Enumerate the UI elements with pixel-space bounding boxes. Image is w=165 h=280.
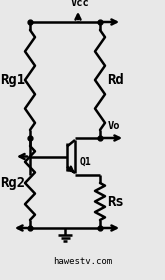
Text: Rd: Rd (108, 73, 124, 87)
Text: Q1: Q1 (80, 157, 92, 167)
Text: hawestv.com: hawestv.com (53, 258, 113, 267)
Text: Vo: Vo (108, 121, 120, 131)
Text: Vcc: Vcc (71, 0, 89, 8)
Text: Rs: Rs (108, 195, 124, 209)
Text: Rg1: Rg1 (0, 73, 26, 87)
Text: Rg2: Rg2 (0, 176, 26, 190)
